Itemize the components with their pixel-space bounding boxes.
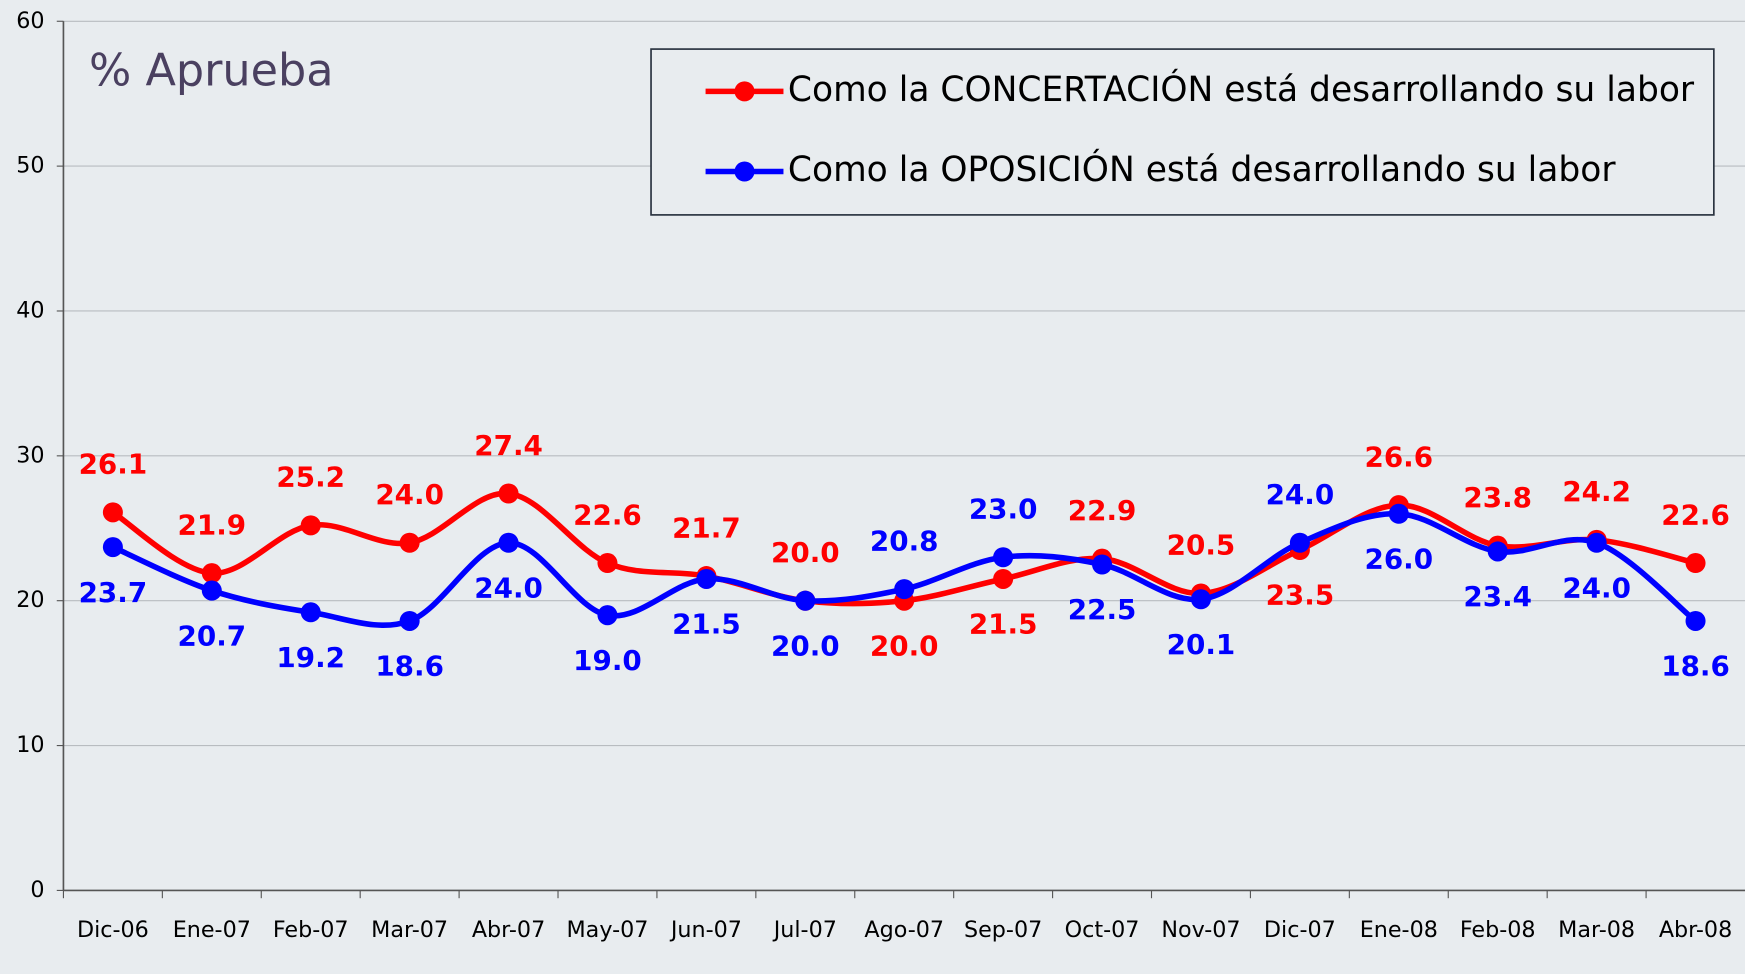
x-tick-label: Dic-06: [77, 917, 149, 943]
marker: [102, 502, 123, 523]
data-label: 20.0: [771, 629, 840, 662]
marker: [894, 579, 915, 600]
marker: [102, 537, 123, 558]
marker: [1487, 541, 1508, 562]
x-tick-label: Feb-07: [273, 917, 349, 943]
data-label: 19.2: [276, 641, 345, 674]
data-label: 19.0: [573, 644, 642, 677]
marker: [1685, 553, 1706, 574]
marker: [201, 580, 222, 601]
legend: [650, 48, 1715, 216]
marker: [1289, 532, 1310, 553]
x-tick-label: Jun-07: [669, 917, 742, 943]
x-tick-label: Ago-07: [864, 917, 944, 943]
data-label: 21.9: [177, 508, 246, 541]
y-tick-label: 10: [16, 732, 44, 758]
x-tick-label: Nov-07: [1161, 917, 1240, 943]
marker: [300, 602, 321, 623]
y-tick-label: 60: [16, 8, 44, 34]
data-label: 20.8: [870, 524, 939, 557]
marker: [498, 532, 519, 553]
marker: [498, 483, 519, 504]
data-label: 24.0: [1266, 478, 1335, 511]
data-label: 22.6: [1661, 498, 1730, 531]
data-label: 25.2: [276, 461, 345, 494]
x-tick-label: May-07: [566, 917, 648, 943]
marker: [795, 590, 816, 611]
legend-marker: [734, 161, 755, 182]
data-label: 20.0: [771, 536, 840, 569]
y-tick-label: 30: [16, 442, 44, 468]
x-tick-label: Sep-07: [964, 917, 1042, 943]
data-label: 21.7: [672, 511, 741, 544]
data-label: 20.0: [870, 629, 939, 662]
x-tick-label: Oct-07: [1065, 917, 1140, 943]
legend-label: Como la CONCERTACIÓN está desarrollando …: [788, 69, 1695, 110]
marker: [597, 605, 618, 626]
marker: [696, 568, 717, 589]
y-tick-label: 40: [16, 297, 44, 323]
data-label: 18.6: [375, 650, 444, 683]
data-label: 26.0: [1364, 543, 1433, 576]
legend-marker: [734, 81, 755, 102]
marker: [1685, 610, 1706, 631]
data-label: 20.5: [1167, 529, 1236, 562]
data-label: 23.4: [1463, 580, 1532, 613]
x-tick-label: Abr-08: [1659, 917, 1732, 943]
data-label: 26.1: [79, 448, 148, 481]
data-label: 18.6: [1661, 650, 1730, 683]
x-tick-label: Jul-07: [772, 917, 837, 943]
data-label: 20.1: [1167, 628, 1236, 661]
marker: [1388, 503, 1409, 524]
y-tick-label: 20: [16, 587, 44, 613]
marker: [1092, 554, 1113, 575]
data-label: 23.7: [79, 576, 148, 609]
marker: [399, 532, 420, 553]
data-label: 26.6: [1364, 440, 1433, 473]
data-label: 23.0: [969, 493, 1038, 526]
data-label: 23.5: [1266, 579, 1335, 612]
data-label: 21.5: [969, 608, 1038, 641]
x-tick-label: Abr-07: [472, 917, 545, 943]
marker: [300, 515, 321, 536]
chart-title: % Aprueba: [89, 46, 334, 97]
marker: [1190, 589, 1211, 610]
marker: [597, 553, 618, 574]
marker: [201, 563, 222, 584]
data-label: 24.0: [474, 571, 543, 604]
x-tick-label: Mar-08: [1558, 917, 1635, 943]
x-tick-label: Ene-07: [173, 917, 251, 943]
x-tick-label: Feb-08: [1460, 917, 1536, 943]
marker: [1586, 532, 1607, 553]
data-label: 21.5: [672, 608, 741, 641]
data-label: 24.0: [375, 478, 444, 511]
data-label: 22.6: [573, 498, 642, 531]
legend-label: Como la OPOSICIÓN está desarrollando su …: [788, 149, 1616, 190]
x-tick-label: Mar-07: [371, 917, 448, 943]
marker: [993, 547, 1014, 568]
marker: [399, 610, 420, 631]
data-label: 24.2: [1562, 475, 1631, 508]
y-tick-label: 50: [16, 153, 44, 179]
y-tick-label: 0: [30, 877, 44, 903]
data-label: 20.7: [177, 619, 246, 652]
data-label: 22.5: [1068, 593, 1137, 626]
x-tick-label: Ene-08: [1360, 917, 1438, 943]
marker: [993, 568, 1014, 589]
data-label: 22.9: [1068, 494, 1137, 527]
data-label: 27.4: [474, 429, 543, 462]
data-label: 23.8: [1463, 481, 1532, 514]
x-tick-label: Dic-07: [1264, 917, 1336, 943]
data-label: 24.0: [1562, 571, 1631, 604]
